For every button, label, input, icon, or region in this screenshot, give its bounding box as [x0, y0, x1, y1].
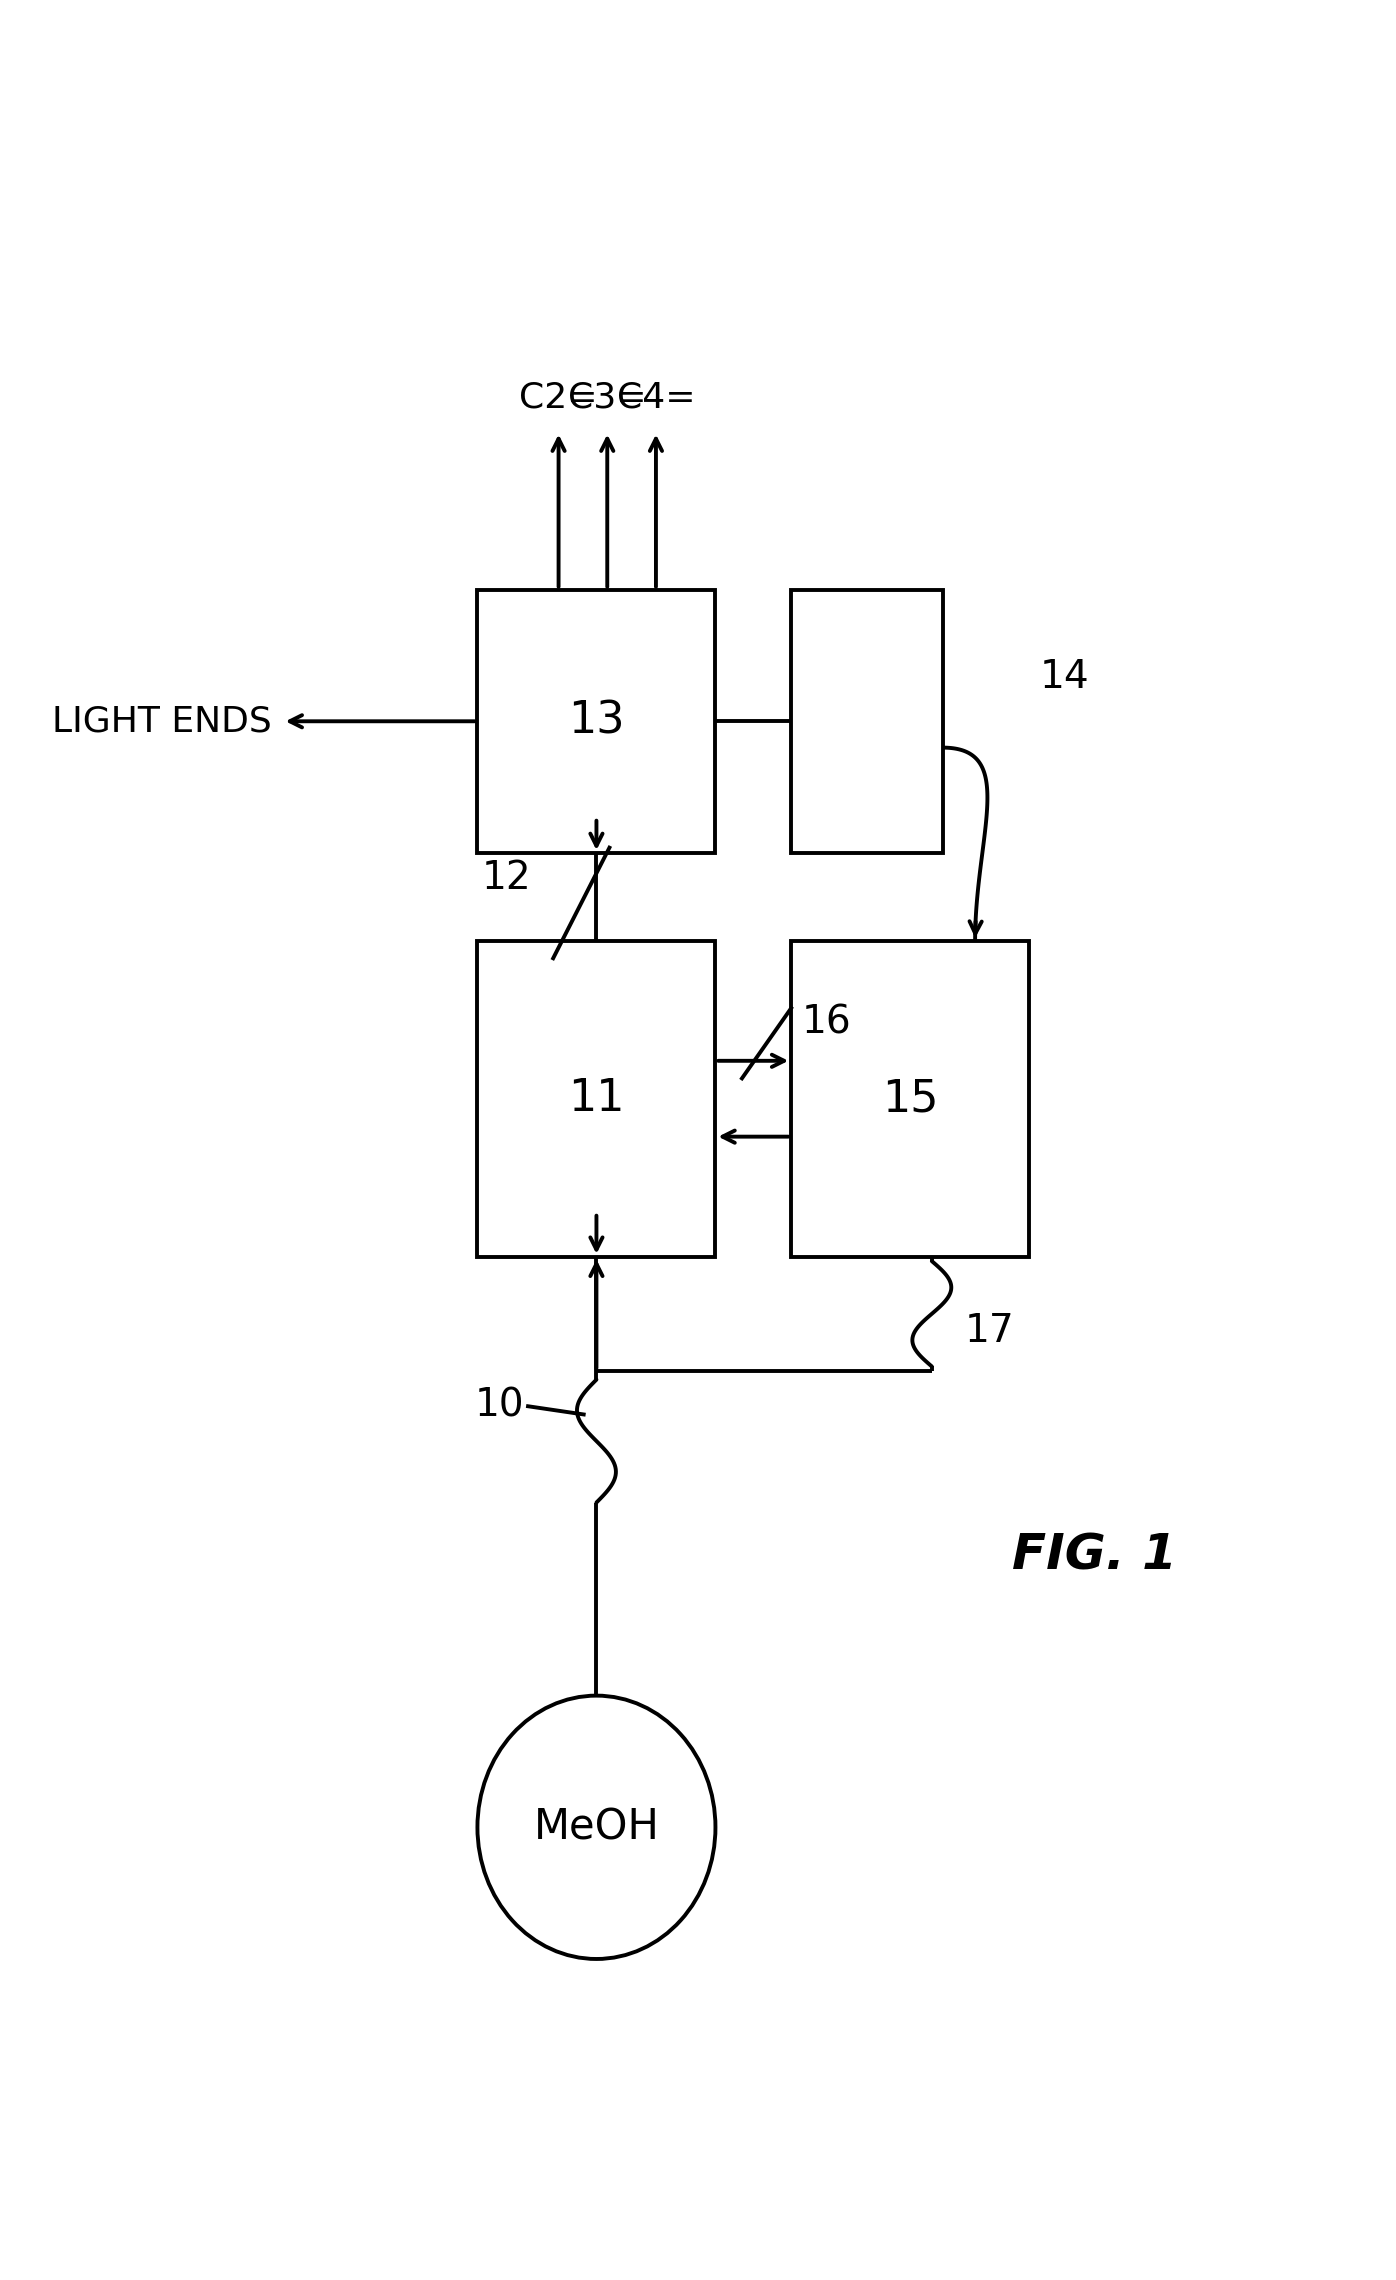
Text: FIG. 1: FIG. 1 [1012, 1532, 1177, 1580]
Text: 11: 11 [568, 1076, 624, 1119]
Text: 14: 14 [1040, 659, 1090, 695]
Text: 10: 10 [475, 1386, 524, 1425]
Text: 16: 16 [801, 1003, 852, 1042]
FancyBboxPatch shape [792, 942, 1029, 1256]
Text: 15: 15 [882, 1076, 938, 1119]
Text: 12: 12 [482, 860, 532, 898]
Text: 17: 17 [965, 1313, 1013, 1350]
Text: C3=: C3= [568, 381, 646, 415]
Text: MeOH: MeOH [533, 1806, 659, 1849]
Text: LIGHT ENDS: LIGHT ENDS [52, 705, 272, 739]
Ellipse shape [477, 1696, 716, 1959]
Text: C2=: C2= [519, 381, 597, 415]
FancyBboxPatch shape [477, 591, 716, 853]
FancyBboxPatch shape [792, 591, 942, 853]
Text: C4=: C4= [617, 381, 695, 415]
Text: 13: 13 [568, 700, 625, 743]
FancyBboxPatch shape [477, 942, 716, 1256]
